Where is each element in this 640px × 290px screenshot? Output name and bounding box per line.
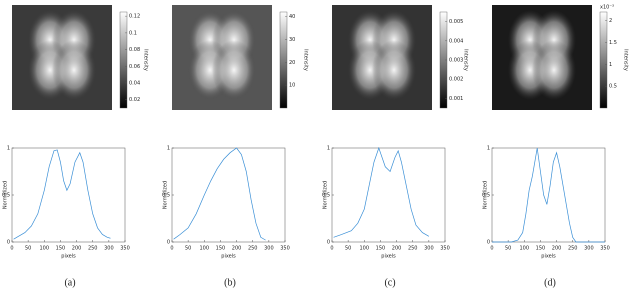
x-tick-label: 100: [360, 246, 370, 252]
y-tick-label: 1: [167, 146, 170, 152]
x-tick-label: 250: [248, 246, 258, 252]
line-series: [173, 147, 266, 241]
x-tick-label: 350: [280, 246, 290, 252]
colorbar-tick-label: 40: [289, 14, 295, 20]
x-tick-label: 200: [232, 246, 242, 252]
x-tick-label: 300: [584, 246, 594, 252]
colorbar-tick-label: 0.5: [609, 84, 617, 90]
caption: (a): [64, 277, 75, 288]
colorbar-tick-label: 0.001: [449, 96, 463, 102]
plot-frame: [171, 147, 286, 243]
x-tick-label: 50: [25, 246, 31, 252]
y-axis-label: Normalized: [323, 181, 329, 209]
y-tick-label: 1: [7, 146, 10, 152]
image-lobe: [372, 40, 416, 100]
colorbar-label: Intensity: [303, 49, 309, 71]
y-tick-label: 0.5: [482, 193, 490, 199]
x-tick-label: 0: [10, 246, 13, 252]
x-axis-label: pixels: [381, 254, 396, 260]
line-series: [492, 147, 605, 243]
x-tick-label: 150: [216, 246, 226, 252]
colorbar-tick-label: 20: [289, 60, 295, 66]
x-tick-label: 350: [120, 246, 130, 252]
x-tick-label: 50: [345, 246, 351, 252]
x-tick-label: 350: [440, 246, 450, 252]
x-tick-label: 150: [56, 246, 66, 252]
colorbar-tick-label: 0.02: [129, 97, 140, 103]
y-tick-label: 0: [167, 240, 170, 246]
x-tick-label: 50: [505, 246, 511, 252]
x-tick-label: 200: [72, 246, 82, 252]
y-tick-label: 0: [327, 240, 330, 246]
x-tick-label: 200: [552, 246, 562, 252]
x-axis-label: pixels: [61, 254, 76, 260]
x-tick-label: 0: [490, 246, 493, 252]
colorbar: [599, 11, 608, 109]
line-series: [13, 149, 111, 240]
colorbar-tick-label: 0.04: [129, 80, 140, 86]
x-tick-label: 100: [520, 246, 530, 252]
colorbar-tick-label: 0.08: [129, 47, 140, 53]
x-tick-label: 300: [424, 246, 434, 252]
caption: (c): [384, 277, 395, 288]
colorbar-tick-label: 0.06: [129, 64, 140, 70]
y-tick-label: 0.5: [162, 193, 170, 199]
x-tick-label: 100: [40, 246, 50, 252]
plot-frame: [331, 147, 446, 243]
colorbar-tick-label: 0.003: [449, 58, 463, 64]
colorbar-tick-label: 10: [289, 83, 295, 89]
colorbar-label: Intensity: [623, 49, 629, 71]
y-tick-label: 0.5: [2, 193, 10, 199]
colorbar: [119, 11, 128, 109]
x-tick-label: 300: [264, 246, 274, 252]
x-tick-label: 100: [200, 246, 210, 252]
colorbar-tick-label: 0.005: [449, 19, 463, 25]
x-tick-label: 300: [104, 246, 114, 252]
colorbar-tick-label: 2: [609, 18, 612, 24]
x-tick-label: 200: [392, 246, 402, 252]
y-tick-label: 0.5: [322, 193, 330, 199]
colorbar-label: Intensity: [143, 49, 149, 71]
caption: (b): [224, 277, 236, 288]
colorbar: [279, 11, 288, 109]
colorbar-exponent: x10⁻³: [600, 5, 614, 11]
image-lobe: [532, 40, 576, 100]
x-tick-label: 350: [600, 246, 610, 252]
colorbar-tick-label: 1: [609, 62, 612, 68]
x-tick-label: 0: [170, 246, 173, 252]
colorbar-label: Intensity: [463, 49, 469, 71]
x-tick-label: 250: [88, 246, 98, 252]
y-tick-label: 1: [327, 146, 330, 152]
y-tick-label: 0: [487, 240, 490, 246]
x-tick-label: 150: [536, 246, 546, 252]
colorbar-tick-label: 0.004: [449, 38, 463, 44]
colorbar-tick-label: 1.5: [609, 40, 617, 46]
image-lobe: [52, 40, 96, 100]
y-tick-label: 1: [487, 146, 490, 152]
colorbar-tick-label: 30: [289, 37, 295, 43]
y-axis-label: Normalized: [3, 181, 9, 209]
x-tick-label: 250: [408, 246, 418, 252]
y-tick-label: 0: [7, 240, 10, 246]
caption: (d): [544, 277, 556, 288]
colorbar-tick-label: 0.002: [449, 77, 463, 83]
x-tick-label: 250: [568, 246, 578, 252]
image-lobe: [212, 40, 256, 100]
x-tick-label: 0: [330, 246, 333, 252]
line-series: [333, 146, 430, 238]
y-axis-label: Normalized: [163, 181, 169, 209]
x-tick-label: 150: [376, 246, 386, 252]
y-axis-label: Normalized: [483, 181, 489, 209]
colorbar-tick-label: 0.12: [129, 14, 140, 20]
x-tick-label: 50: [185, 246, 191, 252]
x-axis-label: pixels: [221, 254, 236, 260]
x-axis-label: pixels: [541, 254, 556, 260]
colorbar-tick-label: 0.1: [129, 30, 137, 36]
plot-frame: [11, 147, 126, 243]
